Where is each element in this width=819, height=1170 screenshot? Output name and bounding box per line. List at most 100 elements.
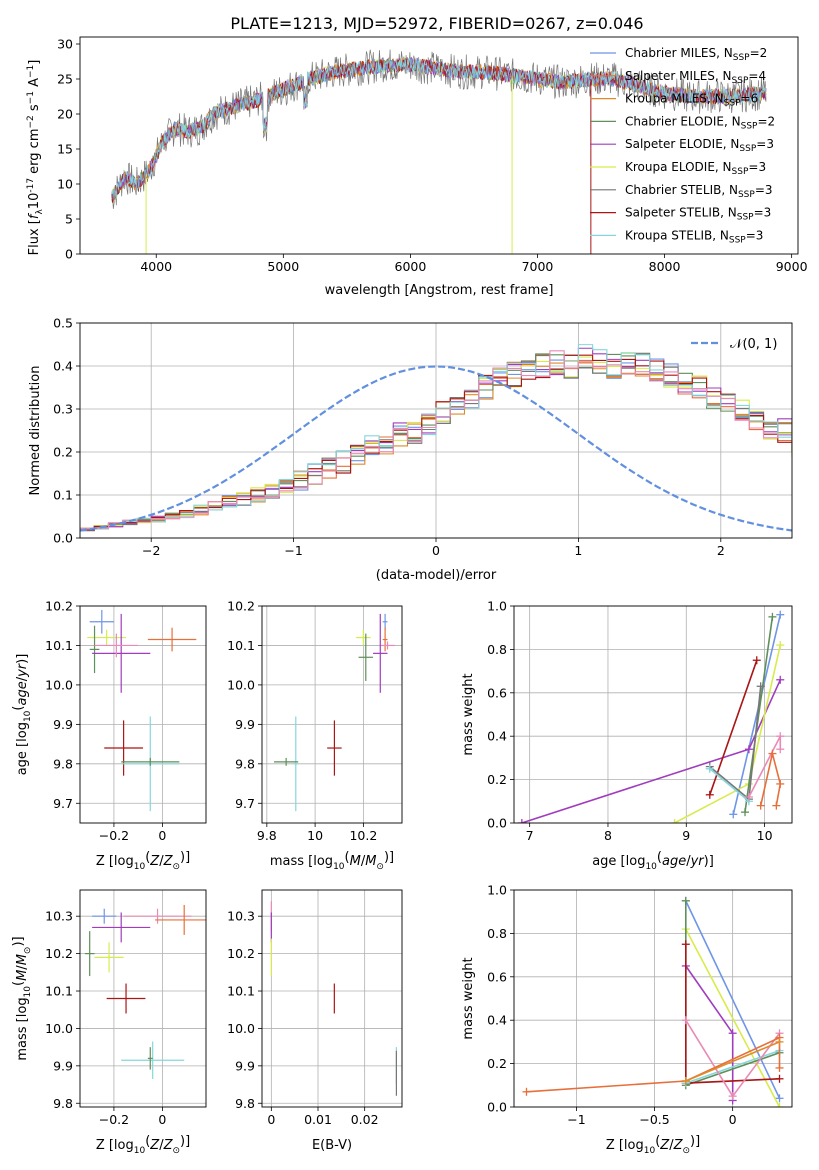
y-tick-label: 10.1 (45, 984, 73, 999)
x-tick-label: 2 (717, 543, 725, 558)
panel-age_vs_mass: 9.8 10 10.2 9.7 9.8 9.9 10.0 10.1 10.2 mass [log1… (227, 599, 403, 872)
series-kroupa_elodie (685, 928, 781, 1107)
x-tick-label: 4000 (140, 259, 172, 274)
y-tick-label: 9.8 (53, 1096, 73, 1111)
x-tick-label: 8 (604, 828, 612, 843)
y-tick-label: 0 (65, 247, 73, 262)
legend-entry: Kroupa ELODIE, NSSP=3 (625, 160, 766, 177)
x-axis-label: Z [log10(Z/Z⊙)] (606, 1134, 700, 1156)
y-tick-label: 0.2 (53, 445, 73, 460)
axes-frame (513, 889, 793, 1108)
panel-mass_vs_Z: −0.2 0 9.8 9.9 10.0 10.1 10.2 10.3 Z [log10(Z/Z⊙… (11, 889, 207, 1156)
mass-weight-lines (517, 610, 785, 823)
histogram-chabrier_miles (80, 358, 792, 531)
y-axis-label: mass weight (461, 957, 476, 1039)
x-tick-label: 0 (267, 1112, 275, 1127)
x-tick-label: 9000 (776, 259, 808, 274)
legend-entry: Chabrier STELIB, NSSP=3 (625, 183, 773, 200)
series-chabrier_miles (685, 900, 781, 1099)
series-chabrier_stelib (709, 686, 762, 801)
x-axis-label: Z [log10(Z/Z⊙)] (96, 850, 190, 872)
x-tick-label: 0 (158, 828, 166, 843)
x-tick-label: 0 (729, 1112, 737, 1127)
series-salpeter_miles (526, 1036, 781, 1093)
histogram-steps (80, 344, 792, 532)
y-tick-label: 10.0 (227, 677, 255, 692)
x-axis-label: Z [log10(Z/Z⊙)] (96, 1134, 190, 1156)
histogram-kroupa_miles (80, 360, 792, 529)
y-tick-label: 10.3 (45, 909, 73, 924)
x-tick-label: 1 (574, 543, 582, 558)
y-tick-label: 9.7 (235, 796, 255, 811)
x-axis-label: age [log10(age/yr)] (592, 850, 714, 872)
y-tick-label: 0.4 (487, 729, 507, 744)
y-tick-label: 1.0 (487, 883, 507, 898)
y-tick-label: 9.9 (53, 1058, 73, 1073)
histogram-salpeter_stelib (80, 354, 792, 531)
x-tick-label: 5000 (267, 259, 299, 274)
histogram-salpeter_elodie (80, 347, 792, 532)
y-tick-label: 10.1 (227, 984, 255, 999)
errorbar-points (87, 609, 197, 812)
histogram-chabrier_elodie (80, 353, 792, 530)
panel-spectrum: 4000 5000 6000 7000 8000 9000 0 5 10 15 20 25 30 wave… (26, 37, 808, 299)
y-tick-label: 0.4 (53, 359, 73, 374)
y-axis-label: age [log10(age/yr)] (11, 654, 33, 776)
y-axis-label: Flux [fλ10-17 erg cm−2 s−1 A−1] (26, 60, 45, 256)
y-tick-label: 0.4 (487, 1013, 507, 1028)
y-tick-label: 25 (57, 72, 73, 87)
x-tick-label: −0.2 (99, 1112, 129, 1127)
axes-frame (79, 36, 799, 255)
x-tick-label: −1 (284, 543, 302, 558)
y-tick-label: 9.7 (53, 796, 73, 811)
y-tick-label: 0.0 (487, 816, 507, 831)
y-tick-label: 10.3 (227, 909, 255, 924)
mass-weight-lines (522, 896, 784, 1107)
x-axis-label: mass [log10(M/M⊙)] (270, 850, 394, 872)
x-tick-label: 0.02 (351, 1112, 379, 1127)
y-tick-label: 10.2 (227, 946, 255, 961)
series-kroupa_stelib (685, 1049, 780, 1084)
spectrum-line-kroupa_stelib (111, 57, 767, 201)
x-axis-label: (data-model)/error (376, 568, 497, 583)
x-tick-label: −0.5 (639, 1112, 669, 1127)
x-tick-label: 10 (307, 828, 323, 843)
legend-entry: Salpeter MILES, NSSP=4 (625, 69, 766, 86)
panel-residuals: −2 −1 0 1 2 0.0 0.1 0.2 0.3 0.4 0.5 (data-model)/er… (28, 316, 793, 583)
x-tick-label: 0 (158, 1112, 166, 1127)
y-tick-label: 0.6 (487, 969, 507, 984)
y-tick-label: 10.1 (227, 638, 255, 653)
panel-age_vs_Z: −0.2 0 9.7 9.8 9.9 10.0 10.1 10.2 Z [log10(Z/Z⊙)… (11, 599, 207, 872)
histogram-kroupa_elodie (80, 352, 792, 530)
x-tick-label: 9.8 (257, 828, 277, 843)
histogram-salpeter_miles (80, 354, 792, 531)
y-tick-label: 1.0 (487, 599, 507, 614)
axes-frame (79, 322, 793, 539)
x-tick-label: 6000 (395, 259, 427, 274)
y-tick-label: 10.2 (45, 599, 73, 614)
series-kroupa_miles (685, 1041, 780, 1082)
y-tick-label: 0.5 (53, 316, 73, 331)
y-tick-label: 10.0 (227, 1021, 255, 1036)
y-tick-label: 10.2 (45, 946, 73, 961)
y-tick-label: 10.2 (227, 599, 255, 614)
x-tick-label: 10 (757, 828, 773, 843)
normal-curve (80, 365, 792, 532)
y-tick-label: 9.9 (235, 1058, 255, 1073)
x-tick-label: 0.01 (304, 1112, 332, 1127)
axes-frame (261, 889, 403, 1108)
y-tick-label: 30 (57, 37, 73, 52)
legend-entry: Chabrier ELODIE, NSSP=2 (625, 114, 775, 131)
panel-mass_vs_ebv: 0 0.01 0.02 9.8 9.9 10.0 10.1 10.2 10.3 E(B-V) (227, 889, 403, 1153)
y-tick-label: 0.0 (53, 531, 73, 546)
x-tick-label: −0.2 (99, 828, 129, 843)
axes-frame (513, 605, 793, 824)
axes-frame (261, 605, 403, 824)
x-tick-label: 9 (682, 828, 690, 843)
histogram-chabrier_stelib (80, 352, 792, 532)
x-tick-label: 0 (432, 543, 440, 558)
y-axis-label: mass [log10(M/M⊙)] (11, 936, 33, 1060)
x-tick-label: −2 (142, 543, 160, 558)
y-axis-label: mass weight (461, 673, 476, 755)
